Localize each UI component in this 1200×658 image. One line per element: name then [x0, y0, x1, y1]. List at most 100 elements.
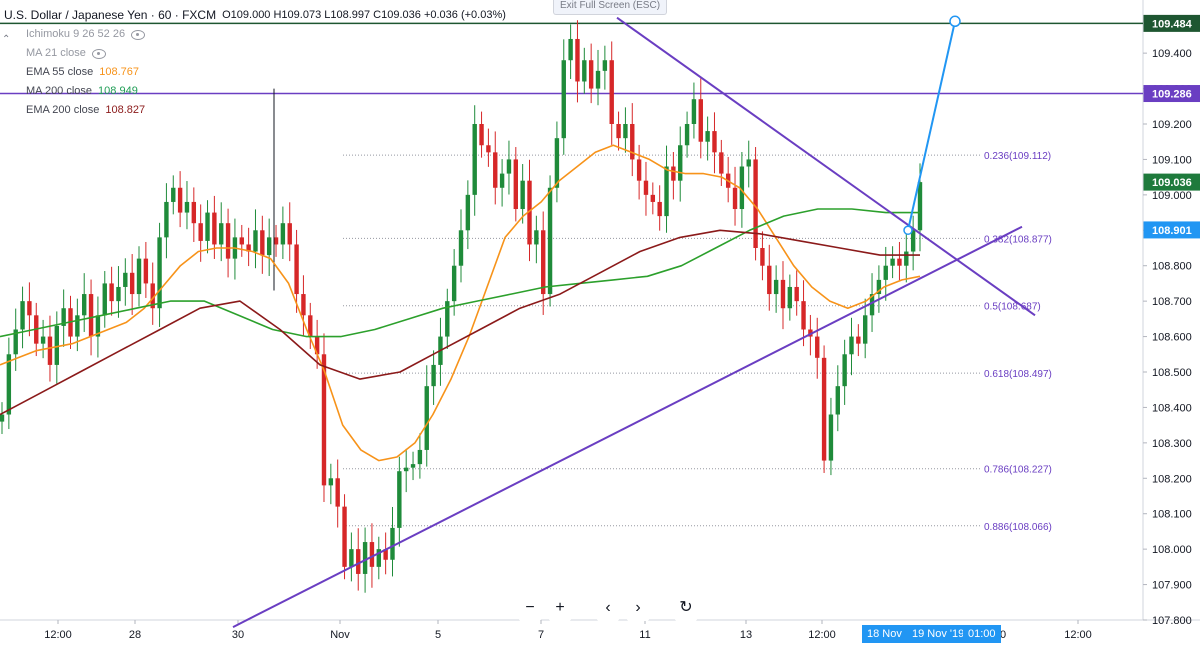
- candle-body: [828, 414, 834, 461]
- x-tick-label: 12:00: [808, 629, 836, 641]
- price-axis-label: 109.286: [1152, 89, 1192, 101]
- candle-body: [102, 283, 107, 316]
- x-tick-label: 7: [538, 629, 544, 641]
- indicator-ichimoku[interactable]: Ichimoku 9 26 52 26: [4, 25, 506, 44]
- candle-body: [787, 286, 793, 309]
- y-tick-label: 108.100: [1152, 509, 1192, 521]
- zoom-in-button[interactable]: +: [548, 597, 572, 621]
- x-tick-label: 0: [1000, 629, 1006, 641]
- candle-body: [205, 212, 210, 241]
- candle-body: [609, 60, 614, 124]
- candle-body: [595, 70, 601, 89]
- candle-body: [746, 159, 751, 167]
- indicator-ema55[interactable]: EMA 55 close 108.767: [4, 63, 506, 82]
- candle-body: [260, 230, 265, 256]
- candle-body: [602, 60, 608, 71]
- fib-level-label: 0.236(109.112): [984, 151, 1051, 162]
- price-axis-label: 108.901: [1152, 225, 1192, 237]
- legend-title-row: U.S. Dollar / Japanese Yen · 60 · FXCM O…: [4, 6, 506, 25]
- candle-body: [801, 301, 806, 330]
- candle-body: [616, 124, 621, 139]
- trendline: [616, 16, 1036, 317]
- indicator-value: 108.767: [99, 66, 140, 78]
- candle-body: [760, 248, 765, 266]
- hidden-eye-icon[interactable]: [131, 29, 146, 40]
- candle-body: [129, 272, 135, 295]
- indicator-ma200[interactable]: MA 200 close 108.949: [4, 82, 506, 101]
- candle-body: [116, 286, 121, 302]
- candle-body: [143, 258, 149, 284]
- reset-chart-button[interactable]: ↻: [674, 597, 698, 621]
- indicator-ema200[interactable]: EMA 200 close 108.827: [4, 101, 506, 120]
- candle-body: [328, 478, 334, 486]
- candles-group: [0, 20, 923, 593]
- indicator-ma21[interactable]: MA 21 close: [4, 44, 506, 63]
- candle-body: [171, 187, 176, 202]
- time-range-start-badge: 18 Nov: [862, 625, 907, 643]
- candle-body: [643, 180, 649, 195]
- y-tick-label: 107.900: [1152, 580, 1192, 592]
- ema200-line: [0, 229, 920, 416]
- candle-body: [684, 124, 690, 146]
- time-range-end-badge: 19 Nov '19: [907, 625, 970, 643]
- candle-body: [253, 230, 258, 252]
- exit-fullscreen-button[interactable]: Exit Full Screen (ESC): [553, 0, 668, 15]
- x-tick-label: 30: [232, 629, 244, 641]
- y-tick-label: 108.700: [1152, 296, 1192, 308]
- collapse-legend-icon[interactable]: ⌃: [2, 34, 11, 45]
- candle-body: [493, 152, 498, 188]
- candle-body: [0, 414, 5, 422]
- candle-body: [301, 294, 306, 316]
- hidden-eye-icon[interactable]: [91, 48, 106, 59]
- candle-body: [705, 131, 710, 142]
- scroll-left-button[interactable]: ‹: [596, 597, 620, 621]
- candle-body: [321, 354, 327, 486]
- candle-body: [869, 294, 875, 316]
- y-tick-label: 108.500: [1152, 367, 1192, 379]
- y-tick-label: 108.000: [1152, 544, 1192, 556]
- trendline: [232, 225, 1023, 628]
- symbol-title[interactable]: U.S. Dollar / Japanese Yen · 60 · FXCM: [4, 8, 217, 22]
- indicator-value: 108.827: [105, 104, 146, 116]
- candle-body: [362, 542, 368, 574]
- candle-body: [273, 237, 279, 245]
- scroll-right-button[interactable]: ›: [626, 597, 650, 621]
- candle-body: [280, 223, 286, 245]
- zoom-out-button[interactable]: −: [518, 597, 542, 621]
- candle-body: [136, 258, 142, 295]
- x-tick-label: 5: [435, 629, 441, 641]
- candle-body: [88, 294, 94, 337]
- y-tick-label: 109.000: [1152, 190, 1192, 202]
- candle-body: [431, 364, 436, 387]
- x-tick-label: 13: [740, 629, 752, 641]
- candle-body: [369, 542, 375, 567]
- candle-body: [458, 230, 464, 266]
- candle-body: [527, 180, 532, 245]
- indicator-label: MA 200 close: [26, 85, 93, 97]
- candle-body: [451, 265, 457, 302]
- indicator-value: 108.949: [98, 85, 138, 97]
- price-axis-label-bg: [1143, 173, 1200, 191]
- candle-body: [335, 478, 340, 507]
- candle-body: [767, 265, 772, 295]
- candle-body: [95, 315, 101, 337]
- candle-body: [314, 336, 320, 355]
- candle-body: [465, 194, 471, 231]
- candle-body: [47, 336, 53, 365]
- candle-body: [75, 315, 80, 337]
- candle-body: [691, 99, 697, 124]
- candle-body: [212, 212, 217, 245]
- candle-body: [815, 336, 820, 358]
- candle-body: [376, 549, 381, 567]
- projection-start-handle: [903, 225, 913, 236]
- candle-body: [780, 279, 786, 309]
- fib-level-label: 0.618(108.497): [984, 369, 1052, 380]
- candle-body: [417, 449, 423, 465]
- x-tick-label: 12:00: [44, 629, 72, 641]
- candle-body: [445, 301, 450, 337]
- candle-body: [123, 272, 128, 287]
- price-axis-panel: [1143, 0, 1200, 653]
- y-tick-label: 109.400: [1152, 48, 1192, 60]
